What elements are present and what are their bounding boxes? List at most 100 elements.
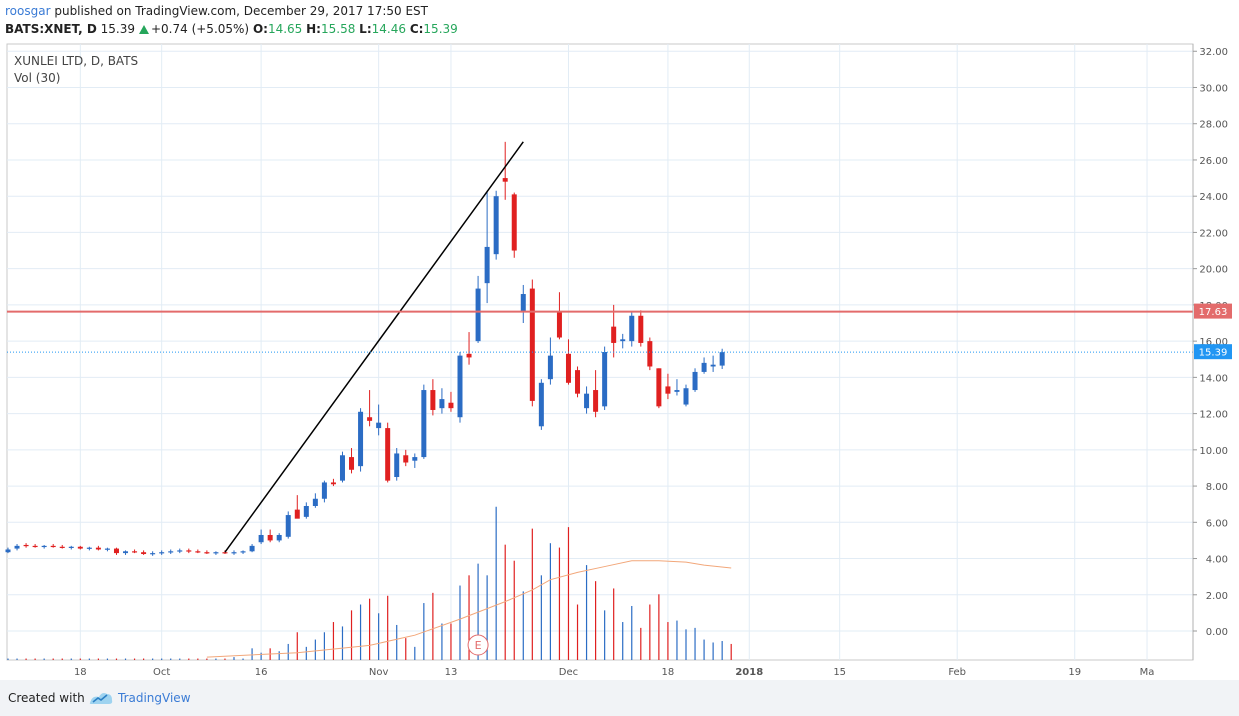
candle[interactable] [303, 502, 309, 519]
time-axis[interactable]: 18 Oct 16 Nov 13 Dec 18 2018 15 Feb 19 Ma [74, 667, 1154, 678]
candle[interactable] [267, 529, 273, 543]
candle[interactable] [41, 544, 47, 549]
candle[interactable] [339, 451, 345, 483]
candle[interactable] [638, 310, 644, 347]
candle[interactable] [484, 190, 490, 304]
candle[interactable] [312, 493, 318, 508]
candle[interactable] [556, 292, 562, 340]
candle[interactable] [113, 547, 119, 555]
candle[interactable] [358, 408, 364, 472]
high-label: H: [306, 22, 321, 36]
candle[interactable] [32, 544, 38, 548]
candle[interactable] [394, 448, 400, 481]
trend-line[interactable] [224, 141, 524, 553]
candle[interactable] [132, 549, 138, 554]
candle[interactable] [457, 352, 463, 423]
candle-body [249, 545, 255, 552]
candle[interactable] [349, 448, 355, 474]
candle[interactable] [168, 549, 174, 555]
candle[interactable] [123, 550, 129, 555]
candle[interactable] [719, 348, 725, 370]
candle[interactable] [321, 480, 327, 503]
candle[interactable] [59, 544, 65, 549]
candle[interactable] [249, 544, 255, 553]
candle[interactable] [448, 391, 454, 412]
candle[interactable] [104, 547, 110, 552]
candle[interactable] [294, 495, 300, 519]
candle[interactable] [421, 384, 427, 459]
candle[interactable] [186, 548, 192, 554]
candle[interactable] [692, 368, 698, 392]
author-link[interactable]: roosgar [5, 4, 51, 18]
candle[interactable] [502, 141, 508, 200]
earnings-marker[interactable]: E [467, 634, 489, 656]
candle[interactable] [23, 543, 29, 548]
candle[interactable] [68, 545, 74, 550]
candle[interactable] [204, 550, 210, 555]
price-chart[interactable]: E 32.0030.0028.0026.0024.0022.0020.0018.… [0, 40, 1239, 680]
candle[interactable] [150, 551, 156, 556]
symbol-label: BATS:XNET, D [5, 22, 97, 36]
x-tick-label: Oct [153, 667, 170, 678]
candle[interactable] [258, 529, 264, 545]
candle-body [502, 178, 508, 182]
candle[interactable] [439, 388, 445, 414]
candle[interactable] [95, 545, 101, 551]
candle-body [349, 457, 355, 470]
candle[interactable] [620, 333, 626, 349]
candle-body [267, 534, 273, 541]
candle[interactable] [575, 366, 581, 398]
candle[interactable] [240, 550, 246, 555]
candle[interactable] [629, 312, 635, 347]
candle[interactable] [86, 546, 92, 551]
candle[interactable] [276, 533, 282, 543]
candle[interactable] [430, 379, 436, 416]
candle[interactable] [710, 355, 716, 372]
candle[interactable] [701, 357, 707, 374]
candle[interactable] [231, 550, 237, 555]
tradingview-link[interactable]: TradingView [118, 691, 191, 705]
candle[interactable] [403, 449, 409, 467]
candle[interactable] [412, 453, 418, 468]
candle[interactable] [547, 337, 553, 385]
candle[interactable] [584, 386, 590, 414]
candle[interactable] [466, 332, 472, 365]
candle[interactable] [674, 379, 680, 396]
candle[interactable] [475, 275, 481, 343]
candle[interactable] [647, 337, 653, 371]
candle[interactable] [195, 549, 201, 554]
candle[interactable] [141, 550, 147, 555]
candle[interactable] [611, 304, 617, 358]
candle[interactable] [50, 544, 56, 548]
candle[interactable] [565, 339, 571, 385]
candle[interactable] [538, 379, 544, 430]
candle[interactable] [5, 547, 11, 554]
candle[interactable] [602, 346, 608, 410]
earnings-circle[interactable] [467, 634, 489, 656]
resistance-price-tag: 17.63 [1194, 303, 1232, 319]
tradingview-logo-icon[interactable] [88, 689, 114, 707]
candle[interactable] [529, 279, 535, 407]
candle[interactable] [77, 545, 83, 550]
candle[interactable] [511, 192, 517, 258]
candle[interactable] [285, 511, 291, 539]
candle[interactable] [656, 368, 662, 409]
candle[interactable] [213, 551, 219, 555]
candle[interactable] [14, 544, 20, 551]
candle[interactable] [177, 548, 183, 554]
candle[interactable] [683, 384, 689, 407]
candle-body [32, 545, 38, 548]
candle[interactable] [493, 190, 499, 260]
candle-body [376, 422, 382, 429]
candle[interactable] [159, 550, 165, 555]
candle[interactable] [520, 284, 526, 324]
candle[interactable] [593, 370, 599, 418]
candle-body [538, 382, 544, 427]
candle[interactable] [376, 404, 382, 436]
candle[interactable] [385, 422, 391, 483]
candle[interactable] [665, 373, 671, 400]
candles[interactable] [5, 141, 725, 556]
candle[interactable] [330, 478, 336, 487]
price-axis[interactable]: 32.0030.0028.0026.0024.0022.0020.0018.00… [1193, 47, 1228, 638]
candle[interactable] [367, 390, 373, 427]
